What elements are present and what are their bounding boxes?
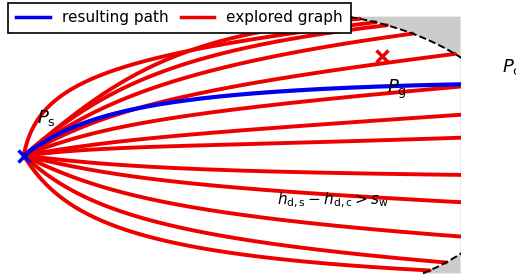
Legend: resulting path, explored graph: resulting path, explored graph [8, 3, 351, 33]
Polygon shape [348, 17, 516, 274]
Text: $P_\mathrm{s}$: $P_\mathrm{s}$ [38, 108, 56, 128]
Text: $P_\mathrm{g}$: $P_\mathrm{g}$ [387, 78, 407, 101]
Text: $h_{\mathrm{d,s}} - h_{\mathrm{d,c}} > s_{\mathrm{w}}$: $h_{\mathrm{d,s}} - h_{\mathrm{d,c}} > s… [277, 190, 389, 210]
Text: $P_\mathrm{c}$: $P_\mathrm{c}$ [502, 57, 516, 77]
